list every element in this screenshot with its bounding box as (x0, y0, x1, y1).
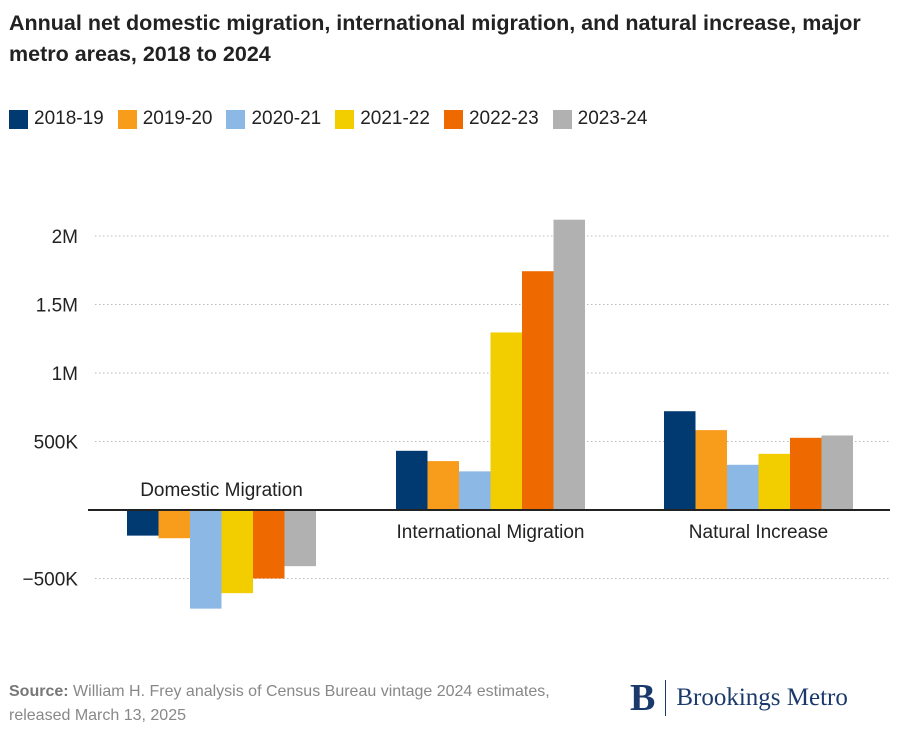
legend-label: 2018-19 (34, 108, 104, 129)
y-tick-label: −500K (23, 570, 79, 591)
y-tick-label: 500K (34, 433, 79, 454)
source-label: Source: (9, 683, 69, 700)
bar-2022-23 (253, 510, 285, 579)
bar-2020-21 (459, 471, 491, 510)
brookings-logo: B Brookings Metro (630, 676, 848, 720)
bar-2021-22 (221, 510, 253, 594)
legend-swatch (226, 109, 246, 129)
bar-2020-21 (727, 464, 759, 510)
bar-2019-20 (427, 461, 459, 510)
legend-item: 2021-22 (335, 108, 430, 130)
source-text: William H. Frey analysis of Census Burea… (9, 683, 550, 724)
bar-2018-19 (127, 510, 159, 536)
logo-letter: B (630, 677, 656, 719)
bar-2022-23 (522, 271, 554, 510)
source-note: Source: William H. Frey analysis of Cens… (9, 680, 599, 728)
logo-divider (665, 680, 667, 716)
legend-label: 2023-24 (577, 108, 648, 129)
bar-2022-23 (790, 437, 822, 510)
chart-title: Annual net domestic migration, internati… (9, 11, 861, 66)
legend-item: 2023-24 (552, 108, 648, 130)
bar-2023-24 (553, 219, 585, 510)
bar-2018-19 (396, 450, 428, 510)
category-label: International Migration (397, 522, 585, 543)
y-tick-label: 1M (52, 364, 78, 385)
y-tick-label: 2M (52, 227, 78, 248)
bar-2021-22 (490, 332, 522, 510)
legend-label: 2020-21 (251, 108, 322, 129)
bar-2019-20 (695, 430, 727, 510)
legend-label: 2019-20 (142, 108, 213, 129)
bar-2019-20 (158, 510, 190, 539)
legend-swatch (443, 109, 463, 129)
legend-item: 2022-23 (443, 108, 539, 130)
legend-swatch (335, 109, 355, 129)
legend-swatch (117, 109, 137, 129)
legend-item: 2019-20 (117, 108, 213, 130)
bar-2018-19 (664, 411, 696, 510)
category-label: Natural Increase (689, 522, 828, 543)
legend: 2018-19 2019-20 2020-21 2021-22 2022-23 2023-… (9, 108, 647, 130)
legend-item: 2018-19 (9, 108, 104, 130)
legend-swatch (9, 109, 28, 129)
legend-swatch (552, 109, 572, 129)
bar-2021-22 (758, 453, 790, 510)
category-label: Domestic Migration (140, 480, 303, 501)
legend-item: 2020-21 (226, 108, 321, 130)
bar-2023-24 (284, 510, 316, 567)
bar-2020-21 (190, 510, 222, 609)
bar-2023-24 (821, 435, 853, 510)
y-tick-label: 1.5M (36, 296, 78, 317)
legend-label: 2021-22 (360, 108, 430, 129)
logo-text: Brookings Metro (676, 684, 848, 711)
legend-label: 2022-23 (468, 108, 539, 129)
